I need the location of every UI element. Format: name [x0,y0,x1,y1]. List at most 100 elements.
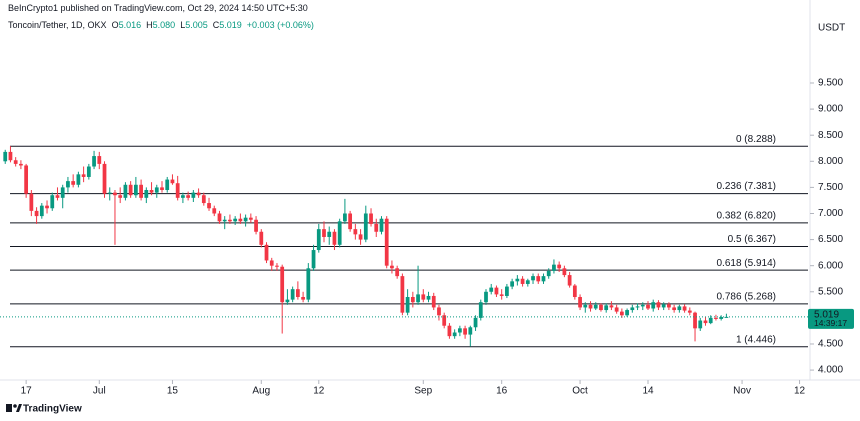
y-tick-label: 4.000 [818,365,843,376]
x-tick-label: 17 [21,386,33,397]
x-tick-label: Nov [733,386,751,397]
candle-body [316,229,321,251]
candle-body [379,218,384,232]
candle-body [714,317,718,319]
fib-label: 0.618 (5.914) [717,258,777,269]
x-tick-label: 14 [642,386,654,397]
candle-body [243,217,248,222]
candle-body [207,203,211,209]
fib-label: 0.382 (6.820) [717,211,777,222]
candle-body [431,295,436,308]
candle-body [520,278,525,284]
candle-body [327,231,332,237]
high: 5.080 [152,20,176,30]
candle-body [599,304,603,311]
candle-body [133,184,138,196]
candle-body [123,184,128,198]
candle-body [3,151,8,162]
candle-body [667,304,671,308]
price-label: 5.019 [814,310,839,321]
candle-body [609,305,614,308]
candle-body [437,307,441,316]
candle-body [8,151,13,161]
candle-body [290,289,295,300]
candle-body [60,187,65,198]
candle-body [358,234,363,240]
candle-body [640,304,645,307]
candle-body [593,304,598,309]
publisher: BeInCrypto1 published on TradingView.com… [8,3,308,13]
candle-body [113,192,117,196]
candle-body [248,217,253,220]
candle-body [447,325,452,337]
candle-body [567,275,572,286]
close: 5.019 [219,20,242,30]
candle-body [677,306,682,311]
candle-body [139,184,143,198]
ohlc-header: Toncoin/Tether, 1D, OKX O5.016 H5.080 L5… [8,20,314,30]
candle-body [39,205,44,217]
candle-body [128,184,133,196]
candle-body [546,270,551,277]
candle-body [646,304,650,309]
candle-body [510,281,515,287]
candle-body [280,266,285,303]
candle-body [499,294,504,296]
candle-body [144,190,149,198]
candle-body [651,302,656,309]
y-tick-label: 7.500 [818,182,843,193]
candle-body [45,205,49,209]
change: +0.003 (+0.06%) [246,20,314,30]
y-tick-label: 9.000 [818,104,843,115]
candle-body [719,317,724,319]
candle-body [24,165,29,194]
candle-body [337,221,342,245]
candle-body [541,276,546,282]
candle-body [463,328,467,335]
candle-body [484,291,488,303]
candle-body [301,297,305,300]
candle-body [505,286,509,296]
fib-label: 0.786 (5.268) [717,292,777,303]
candle-body [170,179,175,184]
candle-body [557,264,562,269]
y-tick-label: 8.500 [818,130,843,141]
candle-body [604,305,609,311]
candle-body [348,213,353,230]
candle-body [275,265,279,267]
l-label: L [180,20,186,30]
candle-body [160,187,164,190]
candle-body [269,260,274,266]
candle-body [395,268,400,277]
y-tick-label: 5.500 [818,286,843,297]
candle-body [473,317,478,328]
candle-body [421,294,426,300]
price-label-box [808,308,854,329]
c-label: C [212,20,220,30]
candle-body [614,307,619,312]
candle-body [489,287,494,292]
candle-body [186,195,191,198]
h-label: H [146,20,153,30]
candle-body [536,276,541,282]
x-tick-label: 16 [496,386,508,397]
candle-body [416,294,420,303]
candle-body [478,302,483,318]
candle-body [630,307,635,311]
candle-body [285,299,290,303]
candle-body [86,166,91,177]
candle-body [233,218,238,222]
candle-body [311,250,316,269]
candle-body [625,310,629,316]
candle-body [656,302,661,308]
candle-body [410,297,415,303]
candle-body [369,213,373,224]
candle-body [390,265,394,269]
fib-label: 1 (4.446) [736,334,776,345]
fib-label: 0 (8.288) [736,134,776,145]
candle-body [363,213,368,240]
candle-body [457,328,462,333]
candle-body [384,218,389,266]
candle-body [494,287,499,295]
